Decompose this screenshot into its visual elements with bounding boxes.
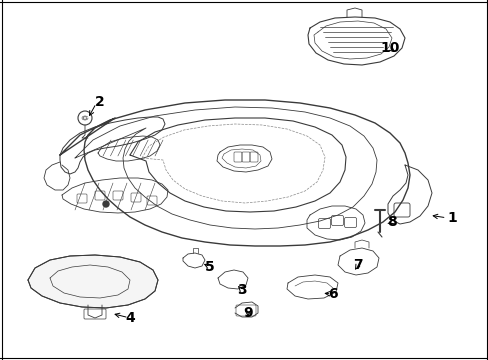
Polygon shape (28, 255, 158, 308)
Text: 8: 8 (386, 215, 396, 229)
Text: 1: 1 (446, 211, 456, 225)
Text: 9: 9 (243, 306, 252, 320)
Text: 4: 4 (125, 311, 135, 325)
Text: 5: 5 (204, 260, 214, 274)
Circle shape (103, 201, 109, 207)
Text: 10: 10 (380, 41, 399, 55)
Text: 7: 7 (352, 258, 362, 272)
Text: 3: 3 (237, 283, 246, 297)
Text: 2: 2 (95, 95, 104, 109)
Text: 6: 6 (327, 287, 337, 301)
